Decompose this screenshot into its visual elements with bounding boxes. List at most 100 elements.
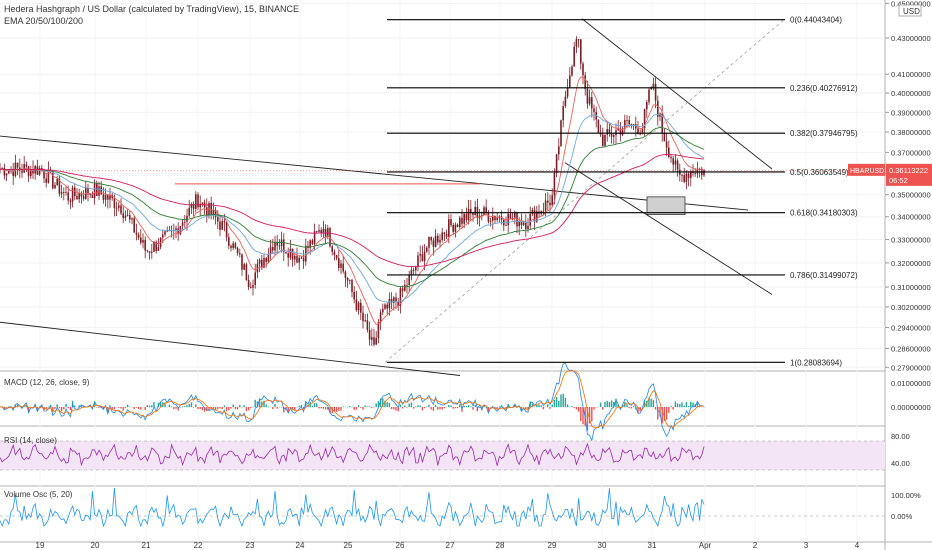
macd-histogram-bar xyxy=(186,405,188,408)
macd-histogram-bar xyxy=(232,404,234,408)
candle-body xyxy=(514,212,516,219)
candle-body xyxy=(626,120,628,121)
macd-histogram-bar xyxy=(153,401,155,408)
macd-histogram-bar xyxy=(483,405,485,408)
candle-body xyxy=(630,124,633,126)
macd-histogram-bar xyxy=(45,407,47,409)
candle-body xyxy=(69,200,72,202)
macd-histogram-bar xyxy=(575,407,578,410)
macd-histogram-bar xyxy=(681,402,683,408)
candle-body xyxy=(56,178,58,186)
macd-histogram-bar xyxy=(553,400,556,408)
candle-body xyxy=(663,132,666,142)
currency-badge xyxy=(898,4,922,17)
price-tick-label: 0.29400000 xyxy=(891,323,931,332)
candle-body xyxy=(144,239,146,251)
candle-body xyxy=(344,271,347,278)
candle-body xyxy=(245,264,248,281)
macd-histogram-bar xyxy=(685,401,688,408)
candle-body xyxy=(269,247,272,255)
candle-body xyxy=(71,187,74,202)
candle-body xyxy=(588,97,591,104)
candle-body xyxy=(672,158,674,165)
candle-body xyxy=(573,46,575,67)
x-tick-label: 4 xyxy=(855,541,860,550)
candle-body xyxy=(373,337,375,345)
macd-histogram-bar xyxy=(621,405,624,408)
candle-body xyxy=(505,225,507,226)
macd-histogram-bar xyxy=(283,407,285,413)
macd-histogram-bar xyxy=(302,407,305,410)
macd-histogram-bar xyxy=(82,405,85,408)
candle-body xyxy=(342,263,344,272)
macd-histogram-bar xyxy=(329,407,331,414)
candle-body xyxy=(485,207,487,214)
macd-histogram-bar xyxy=(122,407,124,411)
macd-histogram-bar xyxy=(56,404,58,408)
macd-histogram-bar xyxy=(287,407,289,413)
candle-body xyxy=(474,206,476,216)
macd-histogram-bar xyxy=(254,399,256,408)
candle-body xyxy=(654,83,657,101)
candle-body xyxy=(118,205,120,208)
candle-body xyxy=(8,169,10,174)
candle-body xyxy=(434,235,437,247)
macd-histogram-bar xyxy=(410,402,413,408)
ema20-line xyxy=(0,76,705,325)
candle-body xyxy=(423,251,426,262)
macd-histogram-bar xyxy=(113,407,116,410)
macd-histogram-bar xyxy=(679,404,681,408)
candle-body xyxy=(296,255,298,263)
x-tick-label: 3 xyxy=(804,541,809,550)
candle-body xyxy=(569,75,571,88)
candle-body xyxy=(527,225,529,230)
macd-histogram-bar xyxy=(375,403,377,408)
macd-histogram-bar xyxy=(393,407,395,410)
macd-histogram-bar xyxy=(151,405,153,408)
candle-body xyxy=(175,228,177,230)
candle-body xyxy=(289,248,292,258)
candle-body xyxy=(234,243,237,248)
macd-histogram-bar xyxy=(36,407,39,411)
candle-body xyxy=(291,248,294,260)
candle-body xyxy=(133,218,135,233)
candle-body xyxy=(98,186,100,196)
macd-histogram-bar xyxy=(148,405,151,408)
macd-histogram-bar xyxy=(384,400,386,408)
candle-body xyxy=(265,258,267,262)
candle-body xyxy=(591,97,593,109)
macd-histogram-bar xyxy=(23,405,25,408)
candle-body xyxy=(566,87,569,97)
candle-body xyxy=(360,302,362,313)
macd-histogram-bar xyxy=(201,407,204,411)
candle-body xyxy=(52,171,54,189)
candle-body xyxy=(470,208,472,213)
macd-histogram-bar xyxy=(613,401,615,408)
candle-body xyxy=(76,196,78,200)
candle-body xyxy=(333,251,336,255)
macd-histogram-bar xyxy=(525,407,527,410)
macd-histogram-bar xyxy=(168,404,171,408)
macd-histogram-bar xyxy=(27,407,30,413)
macd-histogram-bar xyxy=(527,407,529,410)
candle-body xyxy=(520,221,523,226)
macd-histogram-bar xyxy=(406,407,408,408)
candle-body xyxy=(155,242,157,251)
candle-body xyxy=(186,215,188,222)
macd-histogram-bar xyxy=(648,397,650,408)
candle-body xyxy=(131,218,133,220)
candle-body xyxy=(47,170,50,183)
price-tick-label: 0.31000000 xyxy=(891,283,931,292)
macd-histogram-bar xyxy=(562,393,564,408)
candle-body xyxy=(93,183,96,199)
candle-body xyxy=(27,166,30,177)
macd-histogram-bar xyxy=(355,407,358,410)
candle-body xyxy=(694,172,696,174)
price-tick-label: 0.38000000 xyxy=(891,128,931,137)
candle-body xyxy=(3,168,6,176)
candle-body xyxy=(388,298,391,309)
candle-body xyxy=(665,141,668,148)
candle-body xyxy=(437,235,439,243)
candle-body xyxy=(582,63,584,76)
